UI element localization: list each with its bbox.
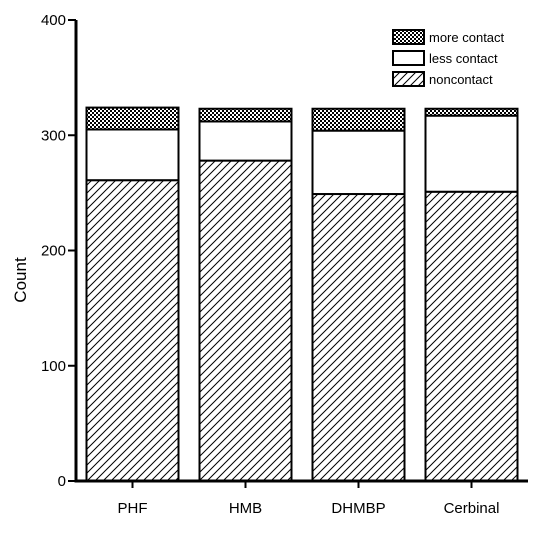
bar-segment-noncontact-dhmbp [311,193,406,482]
legend-swatch-more-contact [392,29,425,45]
legend-label-noncontact: noncontact [429,72,493,87]
x-tick-label: Cerbinal [444,500,500,517]
bar-segment-more-contact-cerbinal [424,107,519,117]
y-tick-label: 200 [41,243,66,260]
bar-segment-less-contact-cerbinal [424,114,519,193]
legend-label-more-contact: more contact [429,30,505,45]
plot-area: PHF HMB DHMBP Cerbinal 0 100 200 300 400 more con… [41,12,528,517]
bar-segment-less-contact-phf [85,128,180,182]
bar-segment-more-contact-hmb [198,107,293,123]
bar-segment-less-contact-dhmbp [311,129,406,196]
y-tick-label: 400 [41,12,66,29]
y-tick-label: 100 [41,358,66,375]
bar-segment-noncontact-phf [85,179,180,482]
bar-segment-noncontact-cerbinal [424,190,519,482]
y-tick-label: 300 [41,127,66,144]
legend-label-less-contact: less contact [429,51,498,66]
legend-swatch-less-contact [392,50,425,66]
x-tick-label: PHF [118,500,148,517]
bar-segment-less-contact-hmb [198,120,293,162]
bar-segment-noncontact-hmb [198,159,293,482]
legend-swatch-noncontact [392,71,425,87]
y-tick-label: 0 [58,473,66,490]
bar-segment-more-contact-phf [85,106,180,131]
x-tick-label: HMB [229,500,262,517]
bar-segment-more-contact-dhmbp [311,107,406,132]
x-tick-label: DHMBP [331,500,385,517]
y-axis-label: Count [11,257,30,303]
